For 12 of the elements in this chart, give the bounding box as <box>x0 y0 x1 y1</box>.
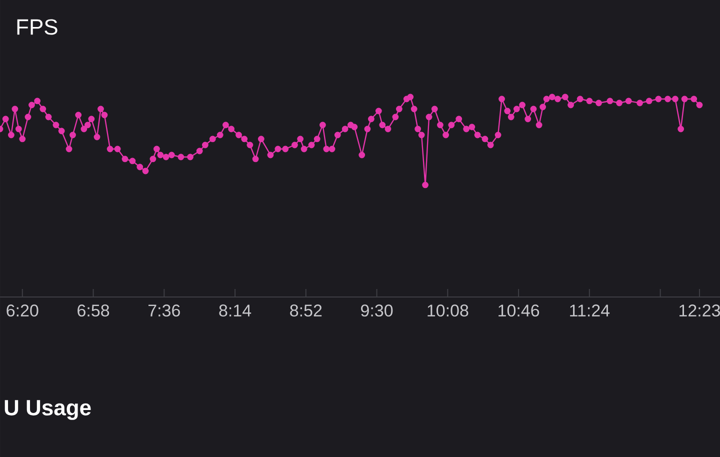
x-tick-label: 11:24 <box>570 304 610 316</box>
text: U Usage <box>4 400 91 420</box>
x-tick-label: 12:23 <box>680 304 720 317</box>
x-tick-label: 8:52 <box>290 304 322 317</box>
chart-title: FPS <box>17 19 58 35</box>
x-tick-label: 7:36 <box>148 304 180 317</box>
x-tick-label: 10:46 <box>498 304 540 317</box>
x-tick-label: 10:08 <box>428 304 468 317</box>
x-tick-label: 9:30 <box>361 304 393 317</box>
x-tick-label: 8:14 <box>219 304 252 317</box>
x-tick-label: 6:58 <box>78 304 110 317</box>
x-tick-label: 6:20 <box>6 304 38 317</box>
